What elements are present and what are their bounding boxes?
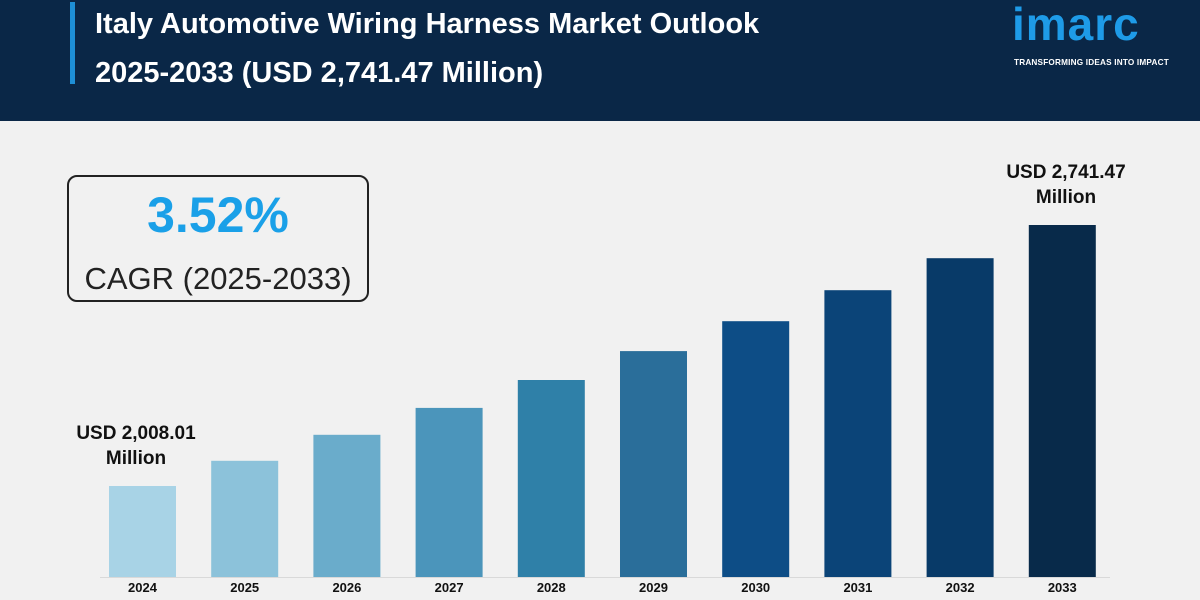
x-tick-label: 2033 [1048, 580, 1077, 595]
title-line-2: 2025-2033 (USD 2,741.47 Million) [95, 57, 544, 89]
cagr-value: 3.52% [147, 187, 289, 243]
x-tick-label: 2025 [230, 580, 259, 595]
bar-2033 [1028, 225, 1096, 577]
logo-wordmark: imarc [1012, 0, 1140, 50]
page-title: Italy Automotive Wiring Harness Market O… [95, 0, 915, 98]
bar-2028 [517, 380, 585, 577]
title-accent-bar [70, 2, 75, 84]
x-tick-label: 2030 [741, 580, 770, 595]
bar-2025 [211, 460, 279, 577]
x-tick-label: 2024 [128, 580, 158, 595]
header-banner: Italy Automotive Wiring Harness Market O… [0, 0, 1200, 121]
imarc-logo: imarc TRANSFORMING IDEAS INTO IMPACT [1010, 0, 1170, 74]
x-tick-label: 2027 [435, 580, 464, 595]
start-value-line-2: Million [105, 448, 167, 469]
bar-2031 [824, 290, 892, 577]
x-tick-label: 2031 [843, 580, 872, 595]
bar-2032 [926, 258, 994, 577]
end-value-annotation: USD 2,741.47 Million [988, 160, 1144, 210]
cagr-label: CAGR (2025-2033) [84, 261, 352, 296]
x-tick-label: 2029 [639, 580, 668, 595]
title-line-1: Italy Automotive Wiring Harness Market O… [95, 8, 760, 40]
bar-2024 [109, 486, 176, 577]
bar-2026 [313, 434, 381, 577]
start-value-annotation: USD 2,008.01 Million [58, 421, 214, 471]
x-tick-label: 2028 [537, 580, 566, 595]
start-value-line-1: USD 2,008.01 [76, 423, 196, 444]
end-value-line-1: USD 2,741.47 [1006, 162, 1126, 183]
bar-2030 [722, 321, 790, 577]
x-tick-label: 2032 [946, 580, 975, 595]
bar-2029 [620, 351, 687, 577]
end-value-line-2: Million [1035, 187, 1097, 208]
x-tick-label: 2026 [332, 580, 361, 595]
cagr-callout: 3.52% CAGR (2025-2033) [67, 175, 369, 302]
logo-tagline: TRANSFORMING IDEAS INTO IMPACT [1014, 58, 1169, 67]
bar-2027 [415, 407, 483, 577]
